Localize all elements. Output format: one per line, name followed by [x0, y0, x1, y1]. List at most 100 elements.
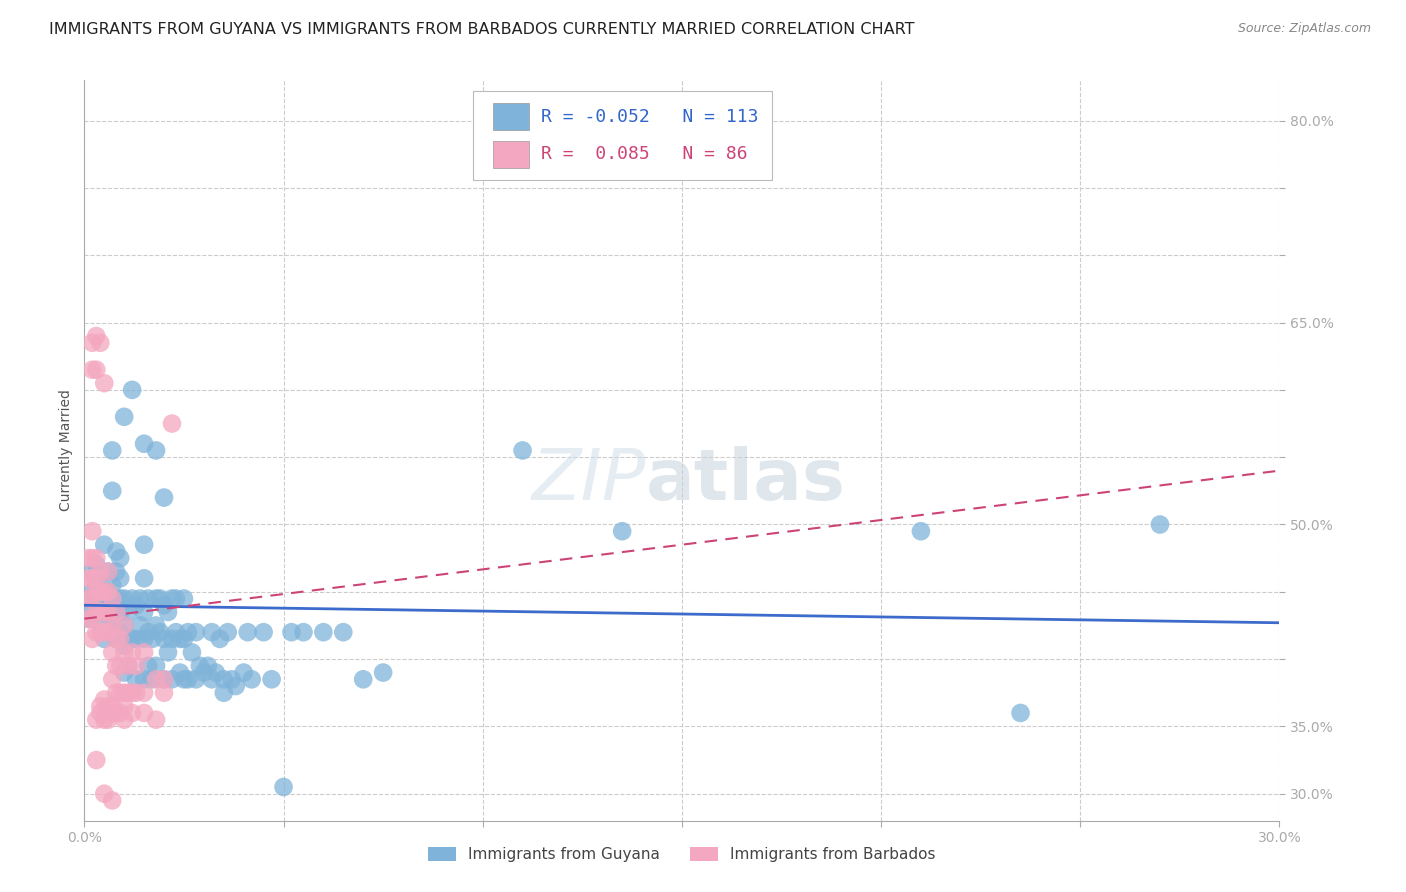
Point	[86, 578, 108, 592]
Point	[153, 686, 176, 700]
Point	[101, 599, 124, 613]
Point	[153, 673, 176, 687]
Point	[371, 665, 394, 680]
Point	[112, 409, 135, 424]
Point	[105, 591, 128, 606]
Point	[125, 632, 148, 646]
Point	[145, 443, 167, 458]
Point	[112, 591, 135, 606]
Point	[93, 584, 115, 599]
Point	[149, 591, 172, 606]
Point	[97, 584, 120, 599]
Point	[160, 673, 183, 687]
Point	[260, 673, 283, 687]
Point	[105, 605, 128, 619]
Point	[145, 658, 167, 673]
Text: Source: ZipAtlas.com: Source: ZipAtlas.com	[1237, 22, 1371, 36]
Point	[97, 625, 120, 640]
Point	[110, 571, 132, 585]
Point	[86, 713, 108, 727]
Point	[89, 584, 111, 599]
Point	[101, 591, 124, 606]
Point	[105, 632, 128, 646]
Point	[132, 686, 156, 700]
Point	[205, 665, 228, 680]
Point	[141, 673, 163, 687]
Point	[136, 591, 159, 606]
Point	[110, 706, 132, 720]
Point	[97, 565, 120, 579]
Point	[132, 605, 156, 619]
Point	[89, 625, 111, 640]
Point	[97, 605, 120, 619]
Point	[101, 645, 124, 659]
Point	[97, 605, 120, 619]
Point	[112, 618, 135, 632]
Bar	[494, 141, 529, 168]
Point	[86, 558, 108, 572]
Point	[101, 483, 124, 498]
Point	[89, 706, 111, 720]
Point	[105, 706, 128, 720]
Point	[332, 625, 354, 640]
Point	[145, 591, 167, 606]
Point	[132, 706, 156, 720]
Point	[121, 686, 143, 700]
Point	[153, 673, 176, 687]
Point	[82, 612, 104, 626]
Point	[86, 329, 108, 343]
Point	[169, 632, 191, 646]
Text: R = -0.052   N = 113: R = -0.052 N = 113	[541, 108, 758, 126]
Point	[89, 565, 111, 579]
Point	[77, 551, 100, 566]
Point	[77, 591, 100, 606]
Bar	[494, 103, 529, 130]
Point	[132, 673, 156, 687]
Point	[86, 599, 108, 613]
Point	[105, 544, 128, 558]
Point	[177, 673, 200, 687]
Point	[77, 571, 100, 585]
Point	[173, 591, 195, 606]
Point	[212, 686, 235, 700]
Point	[208, 632, 231, 646]
Point	[112, 686, 135, 700]
Point	[132, 538, 156, 552]
Point	[512, 443, 534, 458]
Point	[280, 625, 302, 640]
Point	[82, 335, 104, 350]
Point	[121, 632, 143, 646]
Point	[273, 780, 295, 794]
Point	[89, 591, 111, 606]
Point	[169, 665, 191, 680]
Text: R =  0.085   N = 86: R = 0.085 N = 86	[541, 145, 748, 163]
Point	[136, 625, 159, 640]
Point	[173, 632, 195, 646]
Point	[101, 578, 124, 592]
Point	[312, 625, 335, 640]
Point	[93, 584, 115, 599]
Point	[197, 658, 219, 673]
Point	[129, 618, 152, 632]
Point	[93, 632, 115, 646]
Point	[105, 605, 128, 619]
Point	[232, 665, 254, 680]
Text: IMMIGRANTS FROM GUYANA VS IMMIGRANTS FROM BARBADOS CURRENTLY MARRIED CORRELATION: IMMIGRANTS FROM GUYANA VS IMMIGRANTS FRO…	[49, 22, 915, 37]
Point	[165, 591, 187, 606]
Point	[112, 645, 135, 659]
Point	[180, 645, 202, 659]
Point	[86, 584, 108, 599]
Point	[105, 658, 128, 673]
Point	[121, 383, 143, 397]
Point	[132, 436, 156, 450]
Point	[184, 673, 207, 687]
Point	[117, 658, 139, 673]
Point	[110, 686, 132, 700]
Point	[93, 605, 115, 619]
Point	[132, 571, 156, 585]
Point	[145, 713, 167, 727]
Point	[132, 645, 156, 659]
Point	[82, 591, 104, 606]
Point	[89, 618, 111, 632]
Point	[82, 524, 104, 539]
